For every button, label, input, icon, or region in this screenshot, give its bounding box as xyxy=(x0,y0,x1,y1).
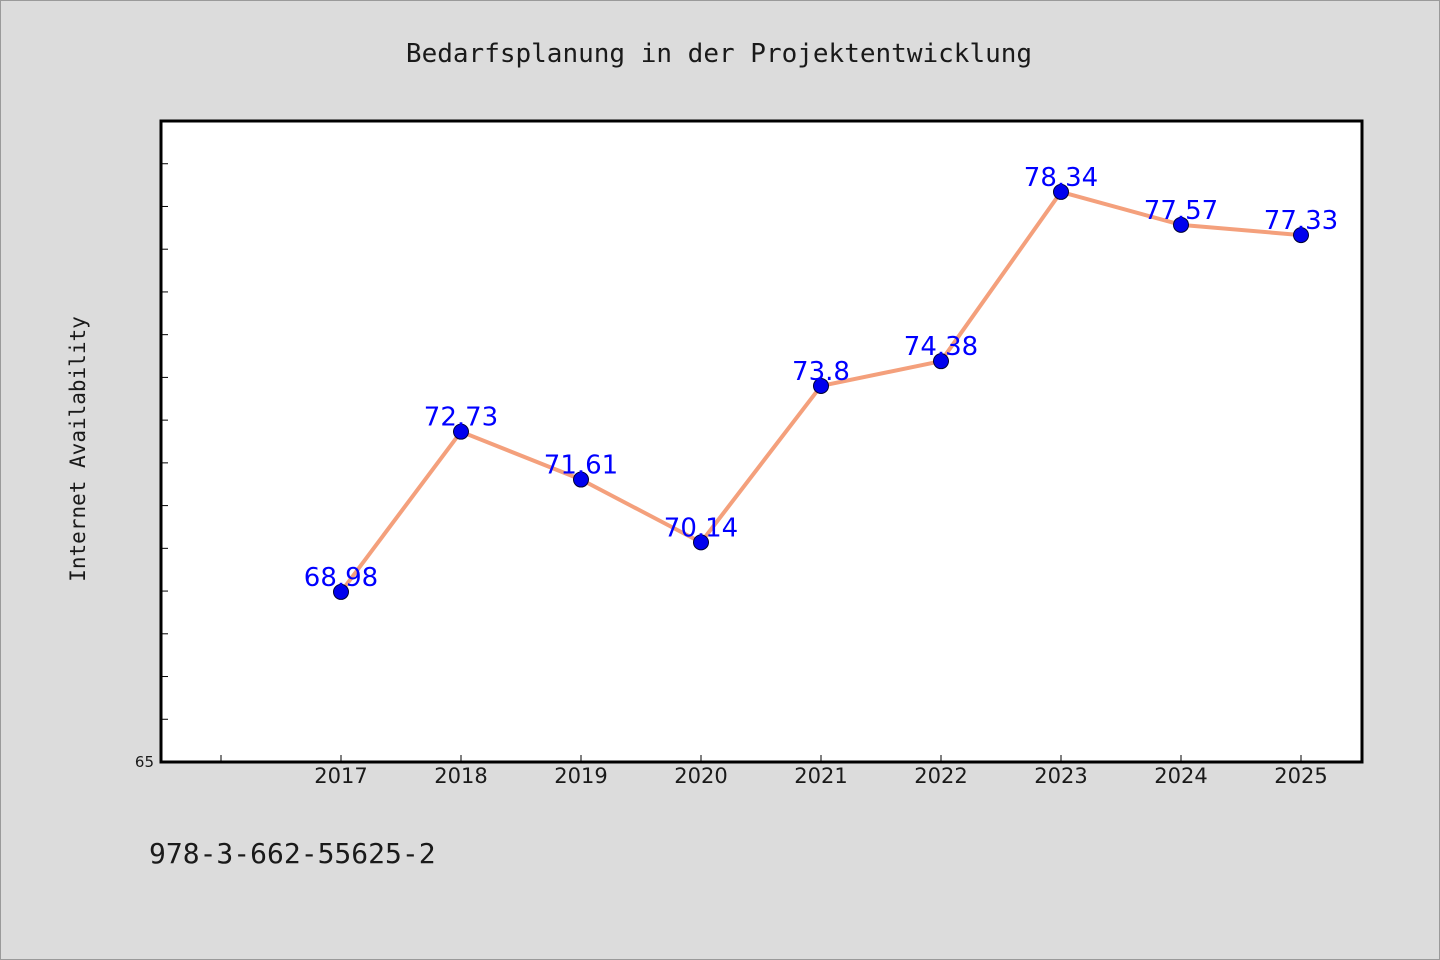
x-tick-label: 2024 xyxy=(1154,764,1207,788)
chart-title: Bedarfsplanung in der Projektentwicklung xyxy=(406,39,1032,69)
x-tick-label: 2025 xyxy=(1274,764,1327,788)
x-tick-label: 2019 xyxy=(554,764,607,788)
x-axis-ticks xyxy=(220,755,1302,762)
data-point xyxy=(573,471,589,488)
data-point xyxy=(693,534,709,551)
data-label: 74.38 xyxy=(904,332,978,362)
data-point xyxy=(1293,227,1309,244)
x-tick-label: 2018 xyxy=(434,764,487,788)
data-label: 78.34 xyxy=(1024,163,1098,193)
x-tick-label: 2017 xyxy=(314,764,367,788)
isbn-text: 978-3-662-55625-2 xyxy=(149,837,436,870)
data-label: 70.14 xyxy=(664,513,738,543)
x-tick-label: 2022 xyxy=(914,764,967,788)
data-label: 77.33 xyxy=(1264,206,1338,236)
y-axis-label: Internet Availability xyxy=(66,316,90,582)
data-markers xyxy=(333,183,1309,600)
data-label: 68.98 xyxy=(304,563,378,593)
data-label: 77.57 xyxy=(1144,196,1218,226)
data-point xyxy=(813,377,829,394)
x-tick-label: 2023 xyxy=(1034,764,1087,788)
x-tick-label: 2021 xyxy=(794,764,847,788)
y-tick-label: 65 xyxy=(135,753,154,771)
plot-area xyxy=(159,119,1364,764)
x-tick-label: 2020 xyxy=(674,764,727,788)
x-tick-labels: 2017 2018 2019 2020 2021 2022 2023 2024 2025 xyxy=(314,764,1327,788)
data-point xyxy=(933,353,949,370)
data-point xyxy=(333,583,349,600)
y-axis-ticks xyxy=(161,163,168,720)
data-point xyxy=(1053,183,1069,200)
data-label: 73.8 xyxy=(792,357,850,387)
data-labels: 68.98 72.73 71.61 70.14 73.8 74.38 78.34 77.57 7… xyxy=(304,163,1338,593)
data-point xyxy=(1173,216,1189,233)
data-label: 71.61 xyxy=(544,451,618,481)
data-label: 72.73 xyxy=(424,403,498,433)
data-point xyxy=(453,423,469,440)
